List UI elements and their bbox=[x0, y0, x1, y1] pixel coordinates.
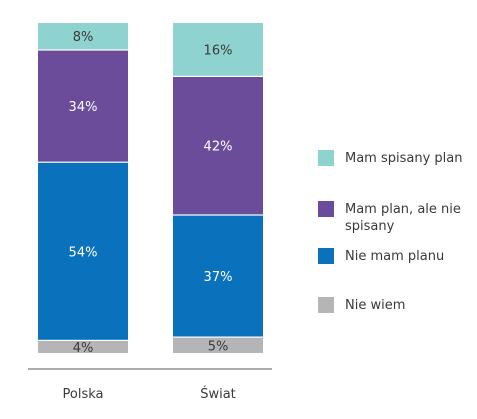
data-label: 5% bbox=[208, 339, 229, 354]
legend-swatch bbox=[318, 297, 334, 313]
data-label: 16% bbox=[204, 43, 233, 58]
category-label: Świat bbox=[200, 386, 236, 402]
legend-label: Mam spisany plan bbox=[345, 151, 463, 166]
data-label: 8% bbox=[73, 30, 94, 45]
legend-label: Mam plan, ale nie bbox=[345, 202, 461, 217]
bar-segment bbox=[38, 341, 128, 353]
bar-segment bbox=[38, 23, 128, 50]
legend-swatch bbox=[318, 248, 334, 264]
legend-swatch bbox=[318, 201, 334, 217]
bar-segment bbox=[173, 23, 263, 76]
bar-segment bbox=[38, 50, 128, 162]
data-label: 37% bbox=[204, 270, 233, 285]
bar-segment bbox=[173, 337, 263, 353]
category-labels: Polska Świat bbox=[63, 386, 236, 402]
bar-segment bbox=[173, 77, 263, 215]
data-label: 34% bbox=[69, 100, 98, 115]
legend-swatch bbox=[318, 150, 334, 166]
data-label: 42% bbox=[204, 140, 233, 155]
bars-group: 4% 54% 34% 8% 5% 37% 42% 16% bbox=[38, 23, 263, 356]
legend-label: Nie wiem bbox=[345, 298, 405, 313]
data-label: 4% bbox=[73, 341, 94, 356]
legend-label: spisany bbox=[345, 219, 395, 234]
legend-label: Nie mam planu bbox=[345, 249, 444, 264]
bar-segment bbox=[173, 215, 263, 337]
legend: Mam spisany plan Mam plan, ale nie spisany… bbox=[318, 150, 463, 313]
bar-segment bbox=[38, 162, 128, 340]
category-label: Polska bbox=[63, 387, 104, 402]
data-label: 54% bbox=[69, 245, 98, 260]
